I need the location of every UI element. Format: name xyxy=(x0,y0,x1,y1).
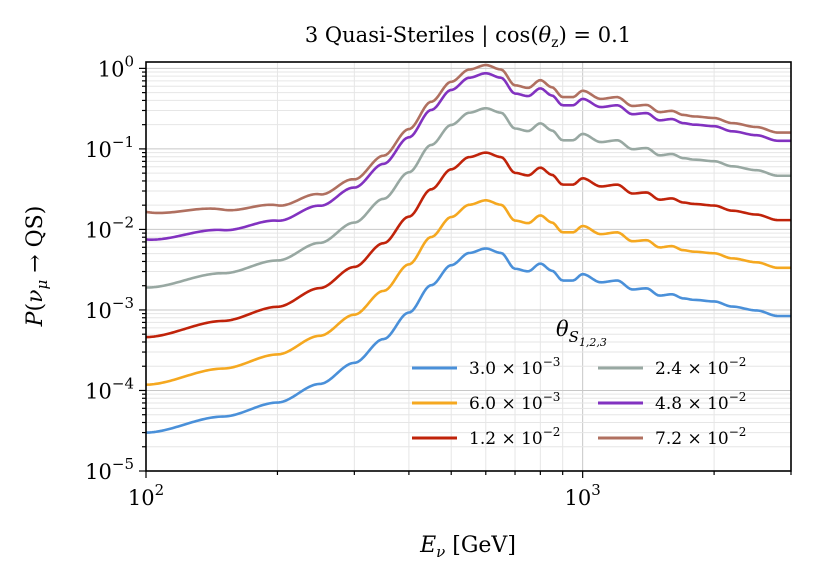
legend-label-4: 2.4 × 10−2 xyxy=(655,355,746,379)
y-axis-label: P(νμ → QS) xyxy=(23,206,51,328)
x-axis-label: Eν [GeV] xyxy=(419,533,516,561)
legend-label-3: 1.2 × 10−2 xyxy=(469,425,560,449)
title-suffix: ) = 0.1 xyxy=(559,23,632,47)
title-theta: θ xyxy=(539,23,552,47)
title-prefix: 3 Quasi-Steriles | cos( xyxy=(305,23,539,48)
series-line-3 xyxy=(145,151,791,339)
series-layer xyxy=(145,63,791,434)
legend-label-1: 3.0 × 10−3 xyxy=(469,355,560,379)
series-line-2 xyxy=(145,199,791,386)
y-tick-label: 10−3 xyxy=(85,294,134,323)
series-line-5 xyxy=(145,71,791,241)
title-sub: z xyxy=(551,35,558,51)
plot-frame xyxy=(145,61,792,472)
legend: θS1,2,3 3.0 × 10−3 6.0 × 10−3 1.2 × 10−2 2.4… xyxy=(412,317,746,449)
legend-label-6: 7.2 × 10−2 xyxy=(655,425,746,449)
axes: 102 103 10−5 10−4 10−3 10−2 10−1 100 xyxy=(85,52,792,510)
y-tick-label: 10−1 xyxy=(85,133,134,162)
series-line-1 xyxy=(145,247,791,434)
legend-label-2: 6.0 × 10−3 xyxy=(469,390,560,414)
y-tick-label: 100 xyxy=(98,52,134,81)
y-tick-label: 10−4 xyxy=(85,374,134,403)
legend-title: θS1,2,3 xyxy=(556,317,607,349)
x-tick-label: 102 xyxy=(128,481,164,510)
y-tick-label: 10−2 xyxy=(85,213,134,242)
y-tick-label: 10−5 xyxy=(85,455,134,484)
legend-label-5: 4.8 × 10−2 xyxy=(655,390,746,414)
series-line-4 xyxy=(146,106,791,289)
x-tick-label: 103 xyxy=(565,481,601,510)
chart-title: 3 Quasi-Steriles | cos(θz) = 0.1 xyxy=(305,23,631,51)
series-line-6 xyxy=(145,63,791,215)
